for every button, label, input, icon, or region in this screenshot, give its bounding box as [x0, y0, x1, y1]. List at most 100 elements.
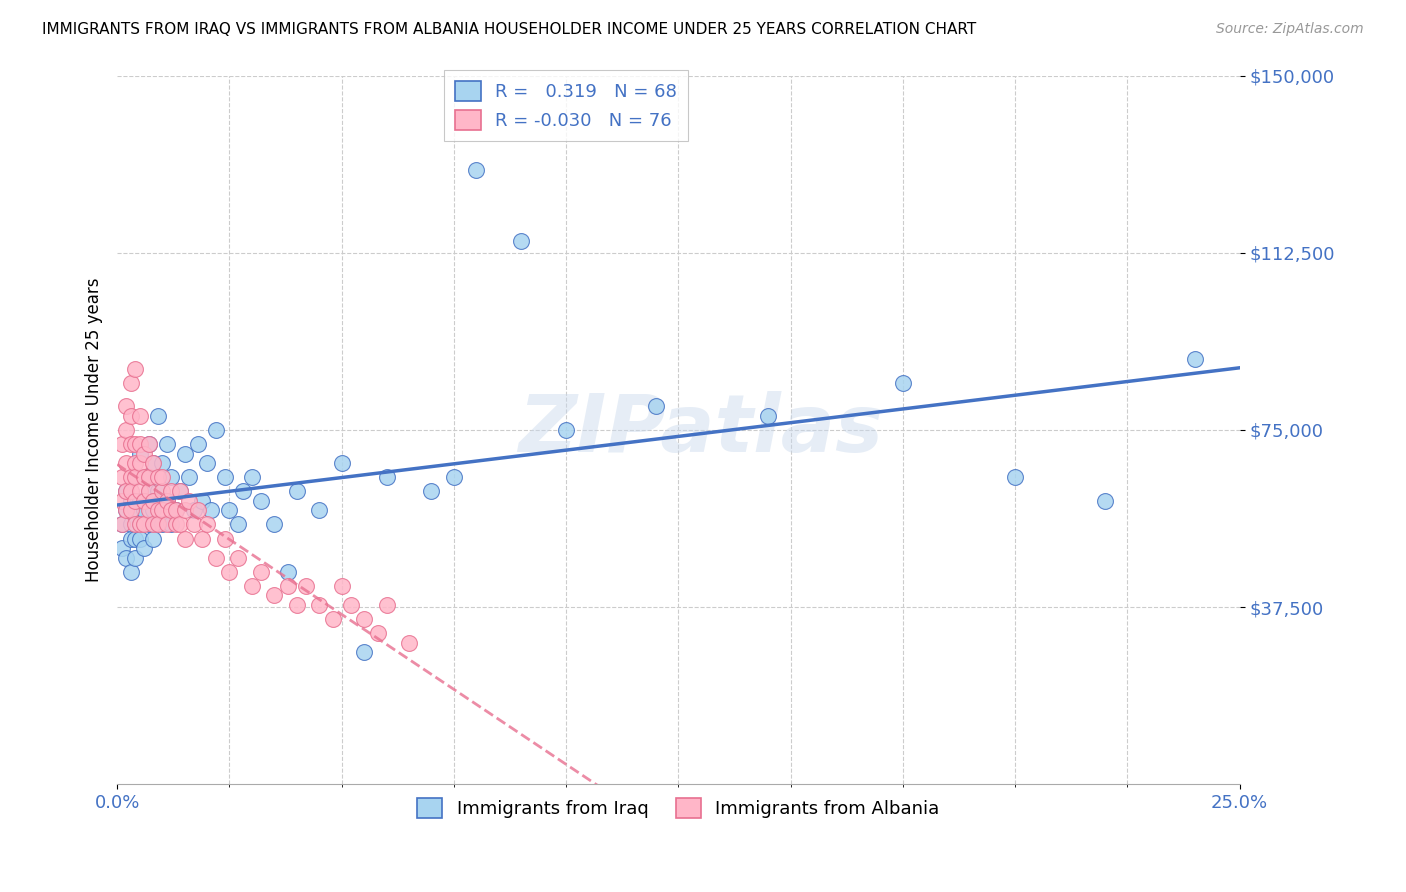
- Point: [353, 645, 375, 659]
- Point: [111, 494, 134, 508]
- Point: [187, 437, 209, 451]
- Point: [134, 470, 156, 484]
- Point: [1004, 470, 1026, 484]
- Point: [173, 532, 195, 546]
- Point: [142, 494, 165, 508]
- Point: [191, 494, 214, 508]
- Point: [124, 470, 146, 484]
- Point: [367, 626, 389, 640]
- Point: [120, 565, 142, 579]
- Point: [150, 484, 173, 499]
- Point: [120, 437, 142, 451]
- Point: [177, 470, 200, 484]
- Point: [115, 484, 138, 499]
- Point: [120, 494, 142, 508]
- Point: [165, 503, 187, 517]
- Point: [120, 532, 142, 546]
- Point: [169, 484, 191, 499]
- Point: [173, 503, 195, 517]
- Point: [240, 579, 263, 593]
- Point: [146, 409, 169, 423]
- Point: [128, 447, 150, 461]
- Point: [375, 598, 398, 612]
- Point: [111, 517, 134, 532]
- Point: [124, 494, 146, 508]
- Point: [200, 503, 222, 517]
- Point: [169, 517, 191, 532]
- Point: [160, 484, 183, 499]
- Point: [330, 579, 353, 593]
- Point: [115, 484, 138, 499]
- Point: [111, 517, 134, 532]
- Point: [510, 234, 533, 248]
- Point: [134, 517, 156, 532]
- Point: [115, 503, 138, 517]
- Point: [228, 517, 250, 532]
- Text: ZIPatlas: ZIPatlas: [519, 391, 883, 469]
- Point: [218, 503, 240, 517]
- Point: [128, 456, 150, 470]
- Point: [150, 456, 173, 470]
- Point: [218, 565, 240, 579]
- Point: [375, 470, 398, 484]
- Point: [177, 494, 200, 508]
- Point: [134, 494, 156, 508]
- Point: [322, 612, 344, 626]
- Point: [263, 588, 285, 602]
- Point: [120, 517, 142, 532]
- Point: [142, 503, 165, 517]
- Point: [173, 447, 195, 461]
- Point: [128, 484, 150, 499]
- Point: [111, 437, 134, 451]
- Text: Source: ZipAtlas.com: Source: ZipAtlas.com: [1216, 22, 1364, 37]
- Point: [214, 532, 236, 546]
- Point: [124, 456, 146, 470]
- Point: [138, 484, 160, 499]
- Point: [142, 532, 165, 546]
- Point: [124, 532, 146, 546]
- Point: [128, 494, 150, 508]
- Point: [120, 503, 142, 517]
- Point: [134, 503, 156, 517]
- Point: [120, 470, 142, 484]
- Point: [138, 517, 160, 532]
- Point: [308, 503, 330, 517]
- Point: [134, 447, 156, 461]
- Point: [183, 517, 205, 532]
- Point: [115, 400, 138, 414]
- Point: [138, 484, 160, 499]
- Point: [124, 361, 146, 376]
- Point: [420, 484, 443, 499]
- Point: [169, 484, 191, 499]
- Point: [115, 550, 138, 565]
- Point: [124, 550, 146, 565]
- Point: [124, 437, 146, 451]
- Point: [138, 437, 160, 451]
- Point: [160, 517, 183, 532]
- Point: [756, 409, 779, 423]
- Point: [150, 503, 173, 517]
- Point: [160, 470, 183, 484]
- Point: [195, 456, 218, 470]
- Point: [263, 517, 285, 532]
- Point: [285, 598, 308, 612]
- Point: [134, 541, 156, 555]
- Point: [128, 409, 150, 423]
- Point: [115, 503, 138, 517]
- Point: [120, 376, 142, 390]
- Point: [111, 470, 134, 484]
- Point: [308, 598, 330, 612]
- Point: [120, 484, 142, 499]
- Point: [115, 456, 138, 470]
- Point: [142, 456, 165, 470]
- Point: [277, 565, 299, 579]
- Point: [150, 470, 173, 484]
- Point: [205, 550, 228, 565]
- Legend: Immigrants from Iraq, Immigrants from Albania: Immigrants from Iraq, Immigrants from Al…: [411, 790, 946, 825]
- Point: [398, 635, 420, 649]
- Point: [195, 517, 218, 532]
- Point: [138, 437, 160, 451]
- Point: [128, 532, 150, 546]
- Point: [465, 163, 488, 178]
- Point: [285, 484, 308, 499]
